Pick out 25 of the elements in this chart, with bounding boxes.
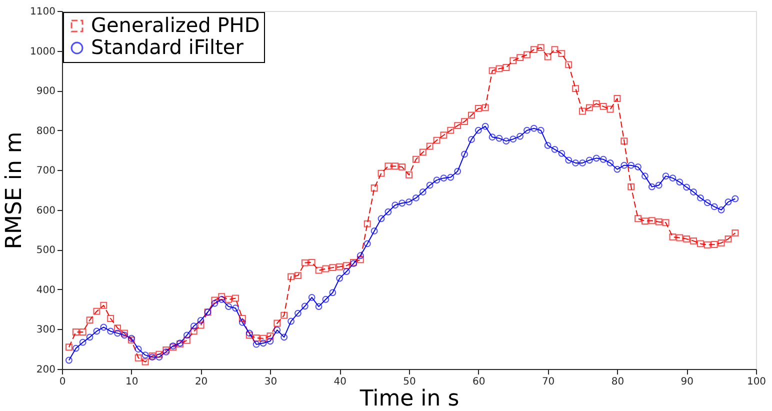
- legend-label: Generalized PHD: [91, 13, 260, 37]
- y-tick-label: 300: [36, 324, 56, 336]
- y-tick-label: 700: [36, 166, 56, 177]
- x-tick-label: 0: [59, 376, 66, 388]
- x-tick-label: 90: [680, 376, 694, 388]
- y-tick-label: 600: [36, 205, 56, 216]
- x-tick-label: 10: [126, 376, 138, 388]
- x-tick-label: 70: [542, 376, 555, 388]
- x-tick-label: 50: [403, 376, 416, 388]
- x-tick-label: 20: [194, 376, 208, 388]
- y-tick-label: 200: [36, 364, 56, 376]
- x-tick-label: 40: [334, 376, 346, 388]
- y-tick-label: 500: [36, 245, 56, 256]
- x-tick-label: 100: [746, 376, 766, 388]
- x-tick-label: 60: [472, 376, 486, 388]
- y-tick-label: 1100: [30, 6, 56, 18]
- y-tick-label: 1000: [30, 46, 56, 58]
- x-axis-title: Time in s: [358, 386, 460, 411]
- x-tick-label: 30: [264, 376, 278, 388]
- y-tick-label: 900: [36, 86, 56, 98]
- legend-label: Standard iFilter: [91, 35, 244, 59]
- y-axis-title: RMSE in m: [2, 132, 28, 250]
- x-tick-label: 80: [611, 376, 624, 388]
- y-tick-label: 800: [36, 126, 56, 137]
- y-tick-label: 400: [36, 284, 56, 296]
